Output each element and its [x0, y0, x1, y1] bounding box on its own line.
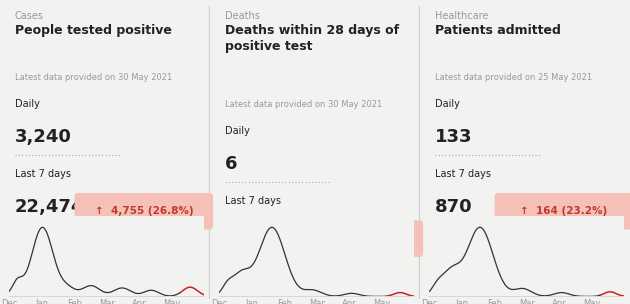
- Text: ↑ 164 (23.2%): ↑ 164 (23.2%): [520, 206, 607, 216]
- Text: Latest data provided on 30 May 2021: Latest data provided on 30 May 2021: [225, 100, 382, 109]
- Text: Last 7 days: Last 7 days: [225, 196, 281, 206]
- Text: 6: 6: [225, 155, 238, 173]
- Text: Rate per 100,000 people:: Rate per 100,000 people:: [244, 269, 363, 278]
- Text: Rate per 100,000 people:: Rate per 100,000 people:: [35, 242, 153, 251]
- FancyBboxPatch shape: [495, 193, 630, 230]
- Text: Deaths: Deaths: [225, 11, 260, 21]
- Text: Patients admitted: Patients admitted: [435, 24, 561, 37]
- Text: 27.0: 27.0: [147, 242, 169, 251]
- Text: Last 7 days: Last 7 days: [435, 169, 491, 179]
- Text: Latest data provided on 25 May 2021: Latest data provided on 25 May 2021: [435, 73, 592, 82]
- Text: 60: 60: [225, 225, 249, 243]
- Text: Daily: Daily: [435, 99, 459, 109]
- Text: ↑ 18 (42.9%): ↑ 18 (42.9%): [314, 234, 394, 244]
- Text: Deaths within 28 days of
positive test: Deaths within 28 days of positive test: [225, 24, 399, 53]
- Text: ↑ 4,755 (26.8%): ↑ 4,755 (26.8%): [94, 206, 193, 216]
- Text: Daily: Daily: [225, 126, 249, 136]
- Text: Last 7 days: Last 7 days: [14, 169, 71, 179]
- Text: ▶: ▶: [14, 242, 21, 251]
- FancyBboxPatch shape: [74, 193, 213, 230]
- Text: 133: 133: [435, 128, 472, 146]
- Text: 870: 870: [435, 198, 472, 216]
- FancyBboxPatch shape: [285, 220, 423, 257]
- Text: Healthcare: Healthcare: [435, 11, 488, 21]
- Text: 22,474: 22,474: [14, 198, 84, 216]
- Text: 0.1: 0.1: [357, 269, 373, 278]
- Text: People tested positive: People tested positive: [14, 24, 171, 37]
- Text: Daily: Daily: [14, 99, 40, 109]
- Text: 3,240: 3,240: [14, 128, 72, 146]
- Text: Latest data provided on 30 May 2021: Latest data provided on 30 May 2021: [14, 73, 172, 82]
- Text: Cases: Cases: [14, 11, 43, 21]
- Text: ▶: ▶: [225, 269, 232, 278]
